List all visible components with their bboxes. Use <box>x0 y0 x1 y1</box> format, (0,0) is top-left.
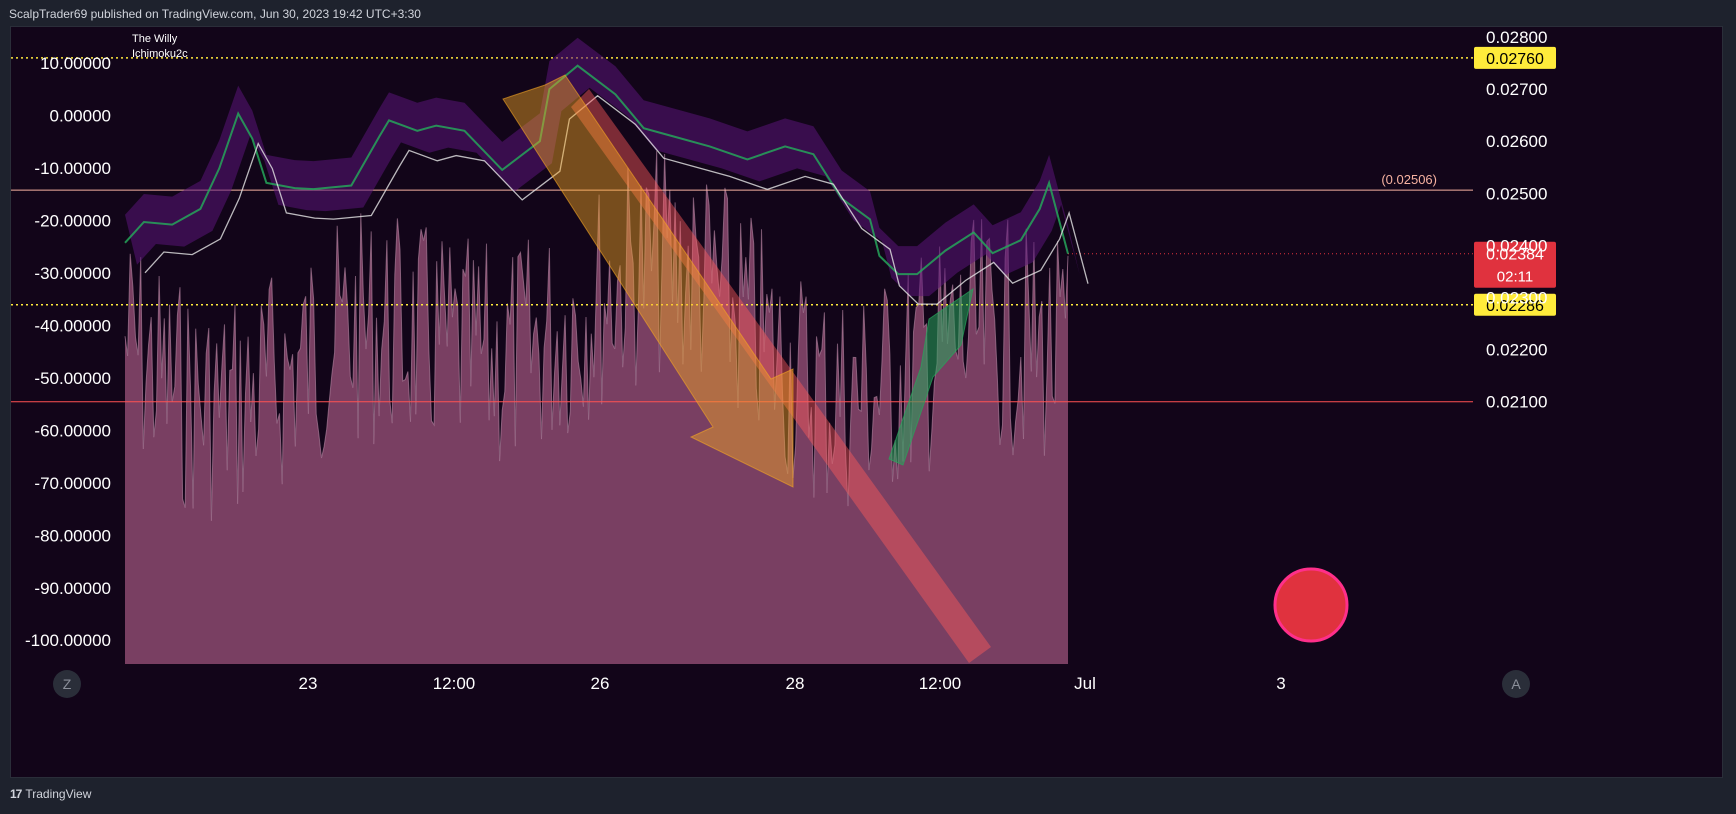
tradingview-brand: TradingView <box>25 787 92 801</box>
x-axis-tick-1: 12:00 <box>433 674 476 693</box>
auto-scale-button-label: A <box>1511 676 1521 692</box>
red-channel-drawing <box>571 89 991 663</box>
left-axis-tick-3: -20.00000 <box>34 211 111 230</box>
ichimoku-cloud <box>125 37 1080 297</box>
legend-line-1: The Willy <box>132 33 178 45</box>
level-label-box-0 <box>1474 46 1556 69</box>
left-axis-tick-4: -30.00000 <box>34 264 111 283</box>
last-price-label: 0.02384 <box>1486 247 1544 264</box>
footer-bar: 17 TradingView <box>0 778 1736 814</box>
level-label-box-2 <box>1474 293 1556 316</box>
left-axis-tick-10: -90.00000 <box>34 579 111 598</box>
x-axis-tick-6: 3 <box>1276 674 1285 693</box>
willy-oscillator-line <box>124 150 1069 521</box>
willy-oscillator-area <box>125 150 1068 664</box>
header-bar: ScalpTrader69 published on TradingView.c… <box>0 0 1736 26</box>
zoom-button[interactable]: Z <box>53 670 81 698</box>
chart-frame[interactable]: 0.02760 (0.02506) 0.02286 0.02384 02:11 10.0… <box>10 26 1723 778</box>
chart-svg[interactable]: 0.02760 (0.02506) 0.02286 0.02384 02:11 10.0… <box>11 27 1724 779</box>
ichimoku-base-line <box>144 94 1089 305</box>
red-circle-marker <box>1273 567 1349 643</box>
left-axis-tick-0: 10.00000 <box>40 54 111 73</box>
level-label-0: 0.02760 <box>1486 51 1544 68</box>
x-axis-tick-3: 28 <box>786 674 805 693</box>
tradingview-mark-icon: 17 <box>10 787 22 801</box>
left-axis-tick-5: -40.00000 <box>34 316 111 335</box>
green-up-arrow <box>888 287 974 466</box>
x-axis-tick-0: 23 <box>299 674 318 693</box>
right-axis-tick-5: 0.02300 <box>1486 289 1547 308</box>
level-label-1: (0.02506) <box>1381 172 1437 187</box>
left-axis-tick-9: -80.00000 <box>34 526 111 545</box>
left-axis-tick-2: -10.00000 <box>34 159 111 178</box>
right-axis-tick-6: 0.02200 <box>1486 341 1547 360</box>
left-axis-tick-7: -60.00000 <box>34 421 111 440</box>
last-price-countdown: 02:11 <box>1497 269 1533 286</box>
auto-scale-button[interactable]: A <box>1502 670 1530 698</box>
level-label-2: 0.02286 <box>1486 298 1544 315</box>
right-axis-tick-0: 0.02800 <box>1486 28 1547 47</box>
right-axis-tick-3: 0.02500 <box>1486 184 1547 203</box>
left-axis-tick-1: 0.00000 <box>50 106 111 125</box>
right-axis-tick-4: 0.02400 <box>1486 236 1547 255</box>
orange-down-arrow <box>502 74 794 488</box>
right-axis-tick-2: 0.02600 <box>1486 132 1547 151</box>
right-axis-tick-1: 0.02700 <box>1486 80 1547 99</box>
x-axis-tick-4: 12:00 <box>919 674 962 693</box>
left-axis-tick-8: -70.00000 <box>34 474 111 493</box>
tradingview-logo[interactable]: 17 TradingView <box>10 787 91 801</box>
price-line <box>124 64 1069 276</box>
attribution-text: ScalpTrader69 published on TradingView.c… <box>9 7 421 21</box>
left-axis-tick-11: -100.00000 <box>25 631 111 650</box>
legend-line-2: Ichimoku2c <box>132 48 188 60</box>
left-axis-tick-6: -50.00000 <box>34 369 111 388</box>
x-axis-tick-2: 26 <box>591 674 610 693</box>
x-axis-tick-5: Jul <box>1074 674 1096 693</box>
last-price-box <box>1474 241 1556 288</box>
right-axis-tick-7: 0.02100 <box>1486 393 1547 412</box>
zoom-button-label: Z <box>63 676 72 692</box>
